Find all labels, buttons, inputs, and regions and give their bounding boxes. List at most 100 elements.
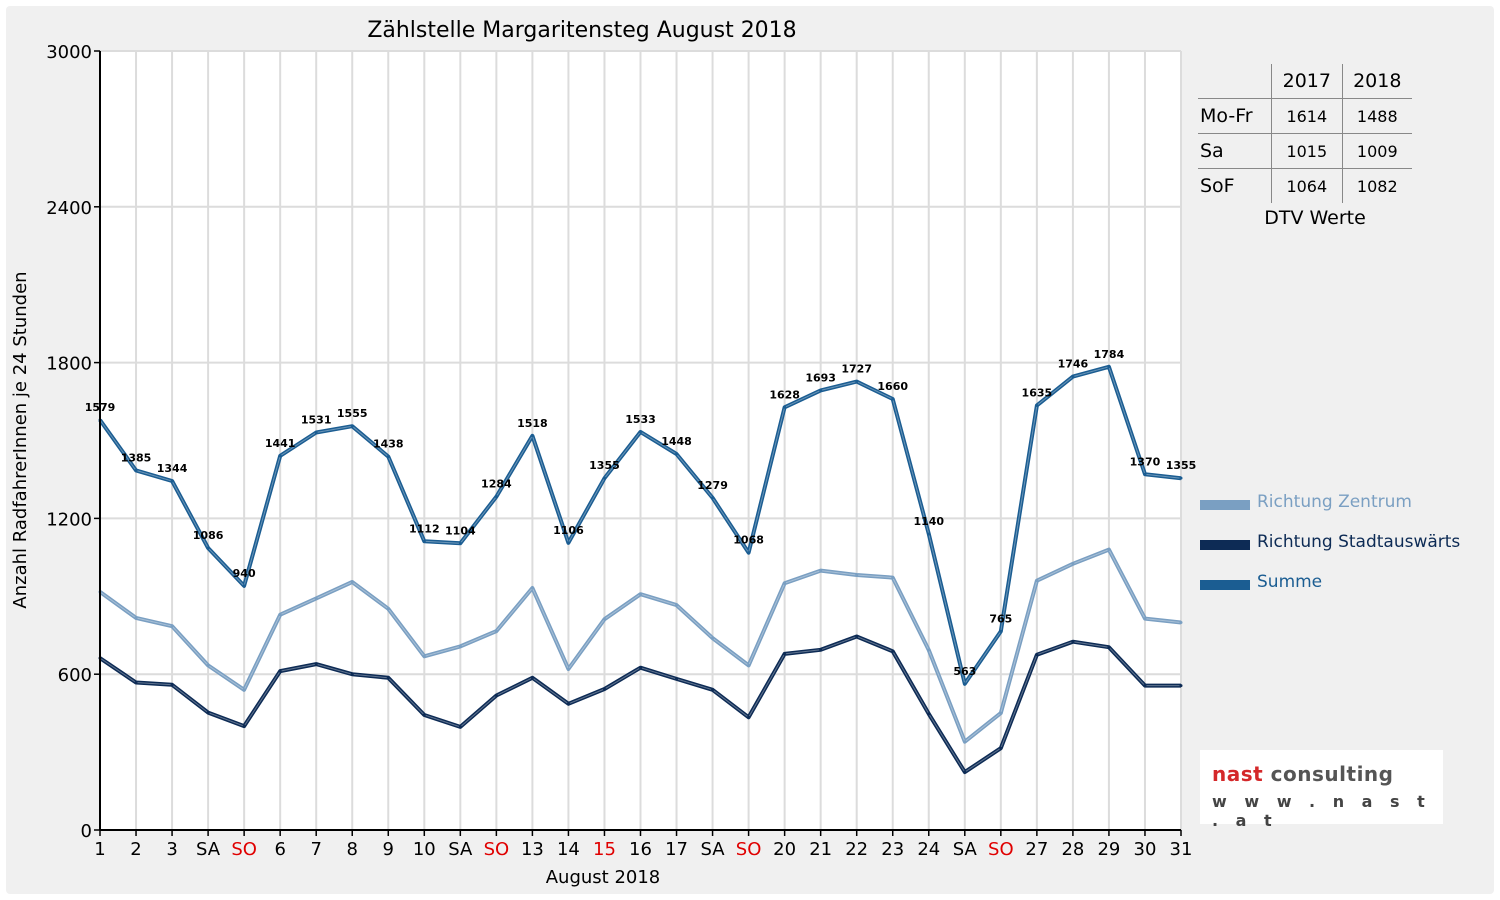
data-point — [927, 712, 931, 716]
data-point — [999, 746, 1003, 750]
data-point — [386, 455, 390, 459]
data-point — [386, 676, 390, 680]
dtv-row-sof: SoF 1064 1082 — [1198, 168, 1412, 203]
data-point — [206, 546, 210, 550]
data-point — [602, 617, 606, 621]
dtv-cell: 1064 — [1271, 168, 1343, 203]
data-label: 1104 — [445, 524, 476, 537]
data-point — [927, 532, 931, 536]
data-label: 1106 — [553, 524, 584, 537]
dtv-row-sa: Sa 1015 1009 — [1198, 133, 1412, 169]
logo-url: w w w . n a s t . a t — [1212, 792, 1431, 830]
dtv-header-empty — [1198, 64, 1272, 99]
data-label: 765 — [989, 612, 1012, 625]
data-point — [891, 576, 895, 580]
x-tick-label: SO — [484, 839, 510, 860]
dtv-cell: 1082 — [1341, 168, 1412, 203]
data-point — [855, 380, 859, 384]
data-point — [278, 454, 282, 458]
x-tick-label: 24 — [917, 839, 940, 860]
data-point — [530, 434, 534, 438]
data-point — [350, 580, 354, 584]
data-point — [134, 681, 138, 685]
data-label: 1635 — [1022, 386, 1053, 399]
data-point — [747, 715, 751, 719]
legend-label: Richtung Stadtauswärts — [1257, 532, 1461, 552]
data-point — [1035, 403, 1039, 407]
data-label: 1693 — [805, 371, 836, 384]
x-tick-label: SA — [701, 839, 726, 860]
y-tick-label: 1200 — [46, 509, 92, 530]
data-point — [458, 541, 462, 545]
logo-name-part1: nast — [1212, 762, 1264, 786]
data-label: 1140 — [913, 515, 944, 528]
y-tick-label: 1800 — [46, 354, 92, 375]
data-label: 1533 — [625, 413, 656, 426]
data-point — [747, 663, 751, 667]
dtv-row-label: Sa — [1198, 133, 1272, 169]
data-point — [963, 682, 967, 686]
x-tick-label: SO — [736, 839, 762, 860]
x-tick-label: 9 — [383, 839, 394, 860]
data-point — [963, 740, 967, 744]
data-point — [1107, 365, 1111, 369]
data-point — [819, 648, 823, 652]
data-point — [242, 584, 246, 588]
x-tick-label: 7 — [310, 839, 321, 860]
data-point — [566, 702, 570, 706]
dtv-cell: 1015 — [1271, 133, 1343, 169]
x-tick-label: 30 — [1134, 839, 1157, 860]
data-point — [1143, 617, 1147, 621]
data-label: 1628 — [769, 388, 800, 401]
data-point — [675, 452, 679, 456]
dtv-cell: 1614 — [1271, 98, 1343, 134]
data-point — [891, 649, 895, 653]
x-tick-label: SA — [196, 839, 221, 860]
data-point — [1107, 645, 1111, 649]
data-point — [1179, 684, 1183, 688]
data-point — [278, 613, 282, 617]
data-point — [639, 592, 642, 596]
data-point — [747, 551, 751, 555]
y-tick-label: 600 — [58, 665, 92, 686]
grid — [100, 50, 1182, 830]
x-tick-label: 13 — [521, 839, 544, 860]
data-point — [783, 405, 787, 409]
dtv-row-label: Mo-Fr — [1198, 98, 1272, 134]
data-point — [1107, 548, 1111, 552]
data-labels: 1579 1385 1344 1086 940 1441 1531 1555 1438 1112 1… — [85, 348, 1197, 678]
x-tick-label: 22 — [845, 839, 868, 860]
data-label: 940 — [233, 567, 256, 580]
data-point — [134, 468, 138, 472]
data-point — [386, 607, 390, 611]
data-point — [783, 581, 787, 585]
data-point — [458, 644, 462, 648]
data-point — [314, 596, 318, 600]
data-label: 1112 — [409, 522, 440, 535]
x-tick-label: 16 — [629, 839, 652, 860]
data-point — [278, 669, 282, 673]
x-tick-label: 14 — [557, 839, 580, 860]
data-label: 1068 — [733, 534, 764, 547]
data-point — [639, 430, 642, 434]
data-point — [819, 388, 823, 392]
data-point — [242, 724, 246, 728]
data-point — [422, 654, 426, 658]
data-point — [1143, 684, 1147, 688]
data-point — [783, 652, 787, 656]
data-point — [242, 688, 246, 692]
x-tick-label: SO — [231, 839, 257, 860]
data-point — [170, 683, 174, 687]
x-tick-label: 20 — [773, 839, 796, 860]
data-point — [711, 636, 715, 640]
dtv-table: 2017 2018 Mo-Fr 1614 1488 Sa 1015 1009 S… — [1198, 64, 1412, 229]
data-point — [458, 725, 462, 729]
x-tick-label: 10 — [413, 839, 436, 860]
data-label: 1438 — [373, 438, 404, 451]
data-point — [963, 770, 967, 774]
data-point — [927, 648, 931, 652]
legend-swatch — [1200, 500, 1250, 510]
data-label: 1746 — [1058, 358, 1089, 371]
